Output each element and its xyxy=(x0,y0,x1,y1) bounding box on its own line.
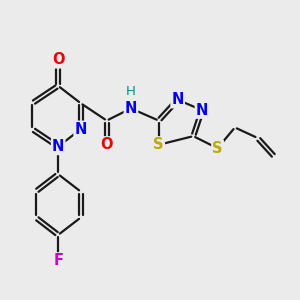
Text: H: H xyxy=(126,85,136,98)
Text: N: N xyxy=(196,103,208,118)
Text: O: O xyxy=(100,137,113,152)
Text: N: N xyxy=(172,92,184,107)
Text: S: S xyxy=(212,141,223,156)
Text: S: S xyxy=(153,137,164,152)
Text: N: N xyxy=(74,122,87,137)
Text: N: N xyxy=(125,101,137,116)
Text: O: O xyxy=(52,52,64,68)
Text: N: N xyxy=(52,139,64,154)
Text: F: F xyxy=(53,253,63,268)
